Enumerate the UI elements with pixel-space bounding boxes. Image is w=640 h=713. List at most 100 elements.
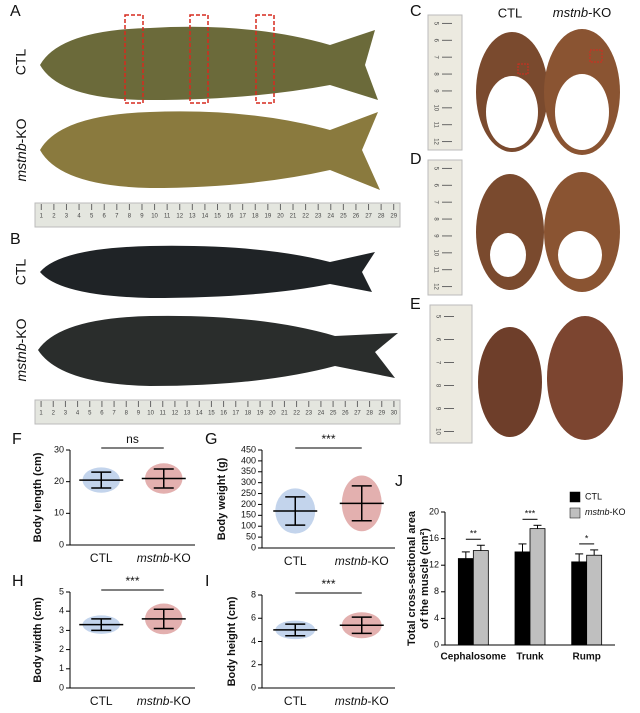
ruler-number: 5	[90, 214, 94, 220]
legend-swatch	[569, 491, 581, 503]
section-marker	[124, 14, 144, 104]
x-tick-label: Cephalosome	[441, 652, 507, 663]
cross-section	[478, 327, 542, 437]
y-tick-label: 1	[59, 663, 64, 673]
ruler-number: 8	[125, 411, 129, 417]
x-tick-label-suffix: -KO	[367, 694, 388, 708]
column-label-suffix: -KO	[588, 5, 611, 20]
ruler-number: 10	[432, 104, 438, 111]
panel-label: C	[410, 3, 422, 20]
panel-label: E	[410, 296, 421, 313]
ruler-number: 5	[434, 315, 440, 319]
ruler-number: 11	[432, 122, 438, 129]
ruler-number: 28	[378, 214, 385, 220]
ruler-number: 3	[65, 214, 69, 220]
y-tick-label: 30	[54, 444, 64, 454]
ruler-number: 19	[257, 411, 264, 417]
ruler-number: 14	[202, 214, 209, 220]
row-label: CTL	[13, 259, 29, 286]
y-axis-title: Total cross-sectional area	[406, 510, 418, 646]
x-tick-label: CTL	[90, 694, 113, 708]
column-label: mstnb-KO	[553, 5, 612, 20]
ruler-number: 5	[432, 167, 438, 171]
ruler-number: 7	[434, 361, 440, 365]
x-tick-label: CTL	[284, 694, 307, 708]
ruler-number: 6	[103, 214, 107, 220]
x-tick-label-suffix: -KO	[169, 551, 190, 565]
x-tick-label: CTL	[90, 551, 113, 565]
ruler-number: 27	[354, 411, 361, 417]
x-tick-label: mstnb-KO	[137, 694, 191, 708]
ruler-number: 7	[432, 201, 438, 205]
ruler-number: 14	[196, 411, 203, 417]
bar	[457, 558, 474, 646]
ruler-number: 10	[147, 411, 154, 417]
ruler-number: 19	[265, 214, 272, 220]
ruler-number: 20	[277, 214, 284, 220]
y-tick-label: 100	[241, 521, 256, 531]
ruler-number: 8	[432, 217, 438, 221]
ruler-number: 21	[281, 411, 288, 417]
y-tick-label: 20	[54, 476, 64, 486]
y-tick-label: 0	[59, 682, 64, 692]
ruler-number: 28	[366, 411, 373, 417]
ruler-number: 9	[432, 89, 438, 93]
ruler-number: 10	[151, 214, 158, 220]
cavity	[555, 74, 609, 150]
photo-b	[34, 245, 401, 425]
cross-section	[547, 316, 623, 440]
y-tick-label: 150	[241, 510, 256, 520]
legend-label-gene: mstnb	[585, 507, 610, 517]
row-label: mstnb-KO	[13, 118, 29, 181]
y-tick-label: 16	[429, 533, 439, 543]
y-tick-label: 4	[434, 613, 439, 623]
section-marker	[589, 49, 603, 63]
x-tick-label-gene: mstnb	[335, 694, 368, 708]
x-tick-label-suffix: -KO	[367, 554, 388, 568]
panel-label: J	[395, 473, 403, 490]
x-tick-label: Trunk	[516, 652, 544, 663]
row-label: CTL	[13, 49, 29, 76]
ruler-number: 17	[239, 214, 246, 220]
ruler-number: 11	[164, 214, 171, 220]
significance: *	[585, 533, 589, 543]
ruler-number: 22	[293, 411, 300, 417]
ruler-number: 17	[232, 411, 239, 417]
ruler-number: 9	[140, 214, 144, 220]
photo-cde	[427, 14, 623, 444]
panel-label: I	[205, 573, 209, 590]
ruler-number: 9	[432, 234, 438, 238]
panel-label: A	[10, 3, 21, 20]
y-tick-label: 2	[251, 659, 256, 669]
ruler-number: 4	[77, 214, 81, 220]
cavity	[490, 233, 526, 277]
ruler-number: 24	[327, 214, 334, 220]
ruler-number: 6	[432, 184, 438, 188]
y-tick-label: 6	[251, 613, 256, 623]
ruler-number: 12	[176, 214, 183, 220]
y-tick-label: 0	[434, 639, 439, 649]
ruler-number: 29	[378, 411, 385, 417]
cavity	[558, 231, 602, 279]
ruler-number: 7	[112, 411, 116, 417]
ruler-number: 5	[432, 22, 438, 26]
ruler-number: 12	[432, 138, 438, 145]
ruler-number: 16	[220, 411, 227, 417]
ruler-number: 21	[290, 214, 297, 220]
ruler-number: 27	[365, 214, 372, 220]
y-tick-label: 2	[59, 644, 64, 654]
column-label-gene: mstnb	[553, 5, 588, 20]
row-label-suffix: -KO	[13, 118, 29, 143]
row-label-gene: mstnb	[13, 343, 29, 381]
section-marker	[189, 14, 209, 104]
ruler-number: 23	[305, 411, 312, 417]
ruler-number: 2	[52, 214, 56, 220]
x-tick-label: mstnb-KO	[335, 694, 389, 708]
ruler-number: 10	[432, 249, 438, 256]
y-tick-label: 450	[241, 444, 256, 454]
panel-label: H	[12, 573, 24, 590]
significance: ***	[125, 574, 139, 588]
ruler-number: 2	[52, 411, 56, 417]
ruler-number: 8	[434, 384, 440, 388]
ruler	[427, 14, 463, 151]
